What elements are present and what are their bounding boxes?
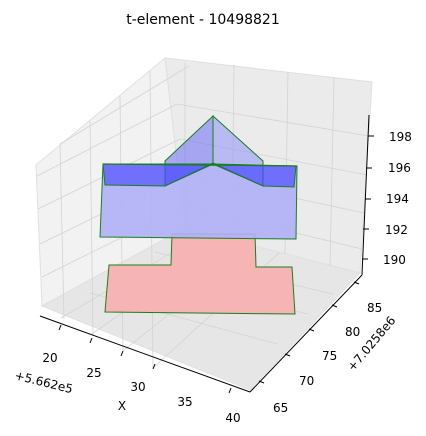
z-tick-label-0: 190 <box>383 253 406 267</box>
x-tick-label-0: 20 <box>42 351 57 365</box>
z-tick-label-4: 198 <box>389 130 412 144</box>
z-tick-label-2: 194 <box>386 192 409 206</box>
y-axis-offset: +7.0258e6 <box>345 314 399 374</box>
x-tick-label-4: 40 <box>225 411 240 425</box>
z-tick-label-3: 196 <box>388 161 411 175</box>
x-axis-label: X <box>118 399 126 413</box>
wall-roof-edge <box>102 163 298 167</box>
y-tick-marks <box>258 281 360 384</box>
roof-front-left <box>102 163 214 187</box>
z-axis-line <box>361 114 370 276</box>
chart-title: t-element - 10498821 <box>126 12 279 28</box>
y-tick-label-2: 75 <box>322 349 337 363</box>
y-tick-label-1: 70 <box>299 374 314 388</box>
x-tick-label-2: 30 <box>130 380 145 394</box>
x-tick-label-1: 25 <box>86 366 101 380</box>
x-axis-line <box>39 315 251 393</box>
footprint-polygon <box>104 233 296 315</box>
z-tick-marks <box>362 135 374 260</box>
z-tick-label-1: 192 <box>385 223 408 237</box>
y-tick-label-3: 80 <box>345 325 360 339</box>
y-axis-line <box>249 274 363 393</box>
y-tick-label-4: 85 <box>367 301 382 315</box>
x-axis-offset: +5.662e5 <box>13 368 74 396</box>
x-tick-label-3: 35 <box>177 395 192 409</box>
x-tick-marks <box>58 324 232 394</box>
y-tick-label-0: 65 <box>273 401 288 415</box>
